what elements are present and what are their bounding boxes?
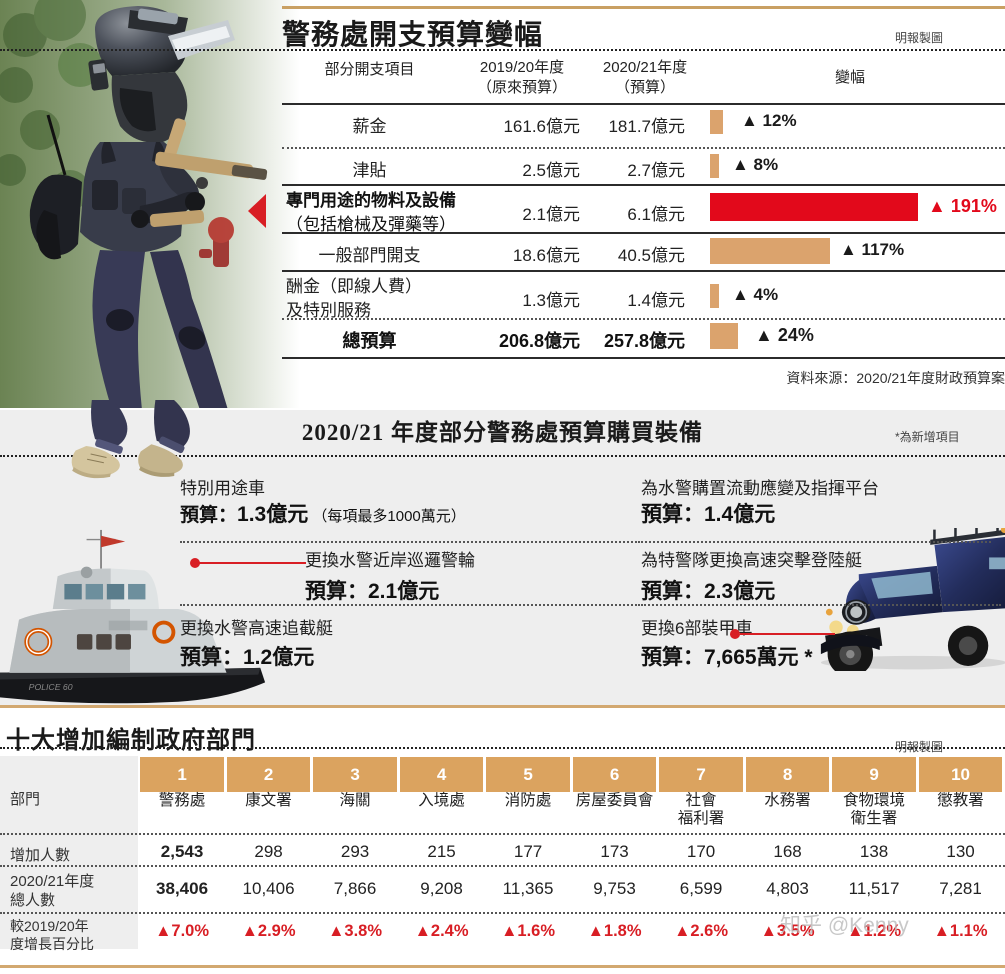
svg-text:POLICE 60: POLICE 60: [29, 682, 73, 692]
